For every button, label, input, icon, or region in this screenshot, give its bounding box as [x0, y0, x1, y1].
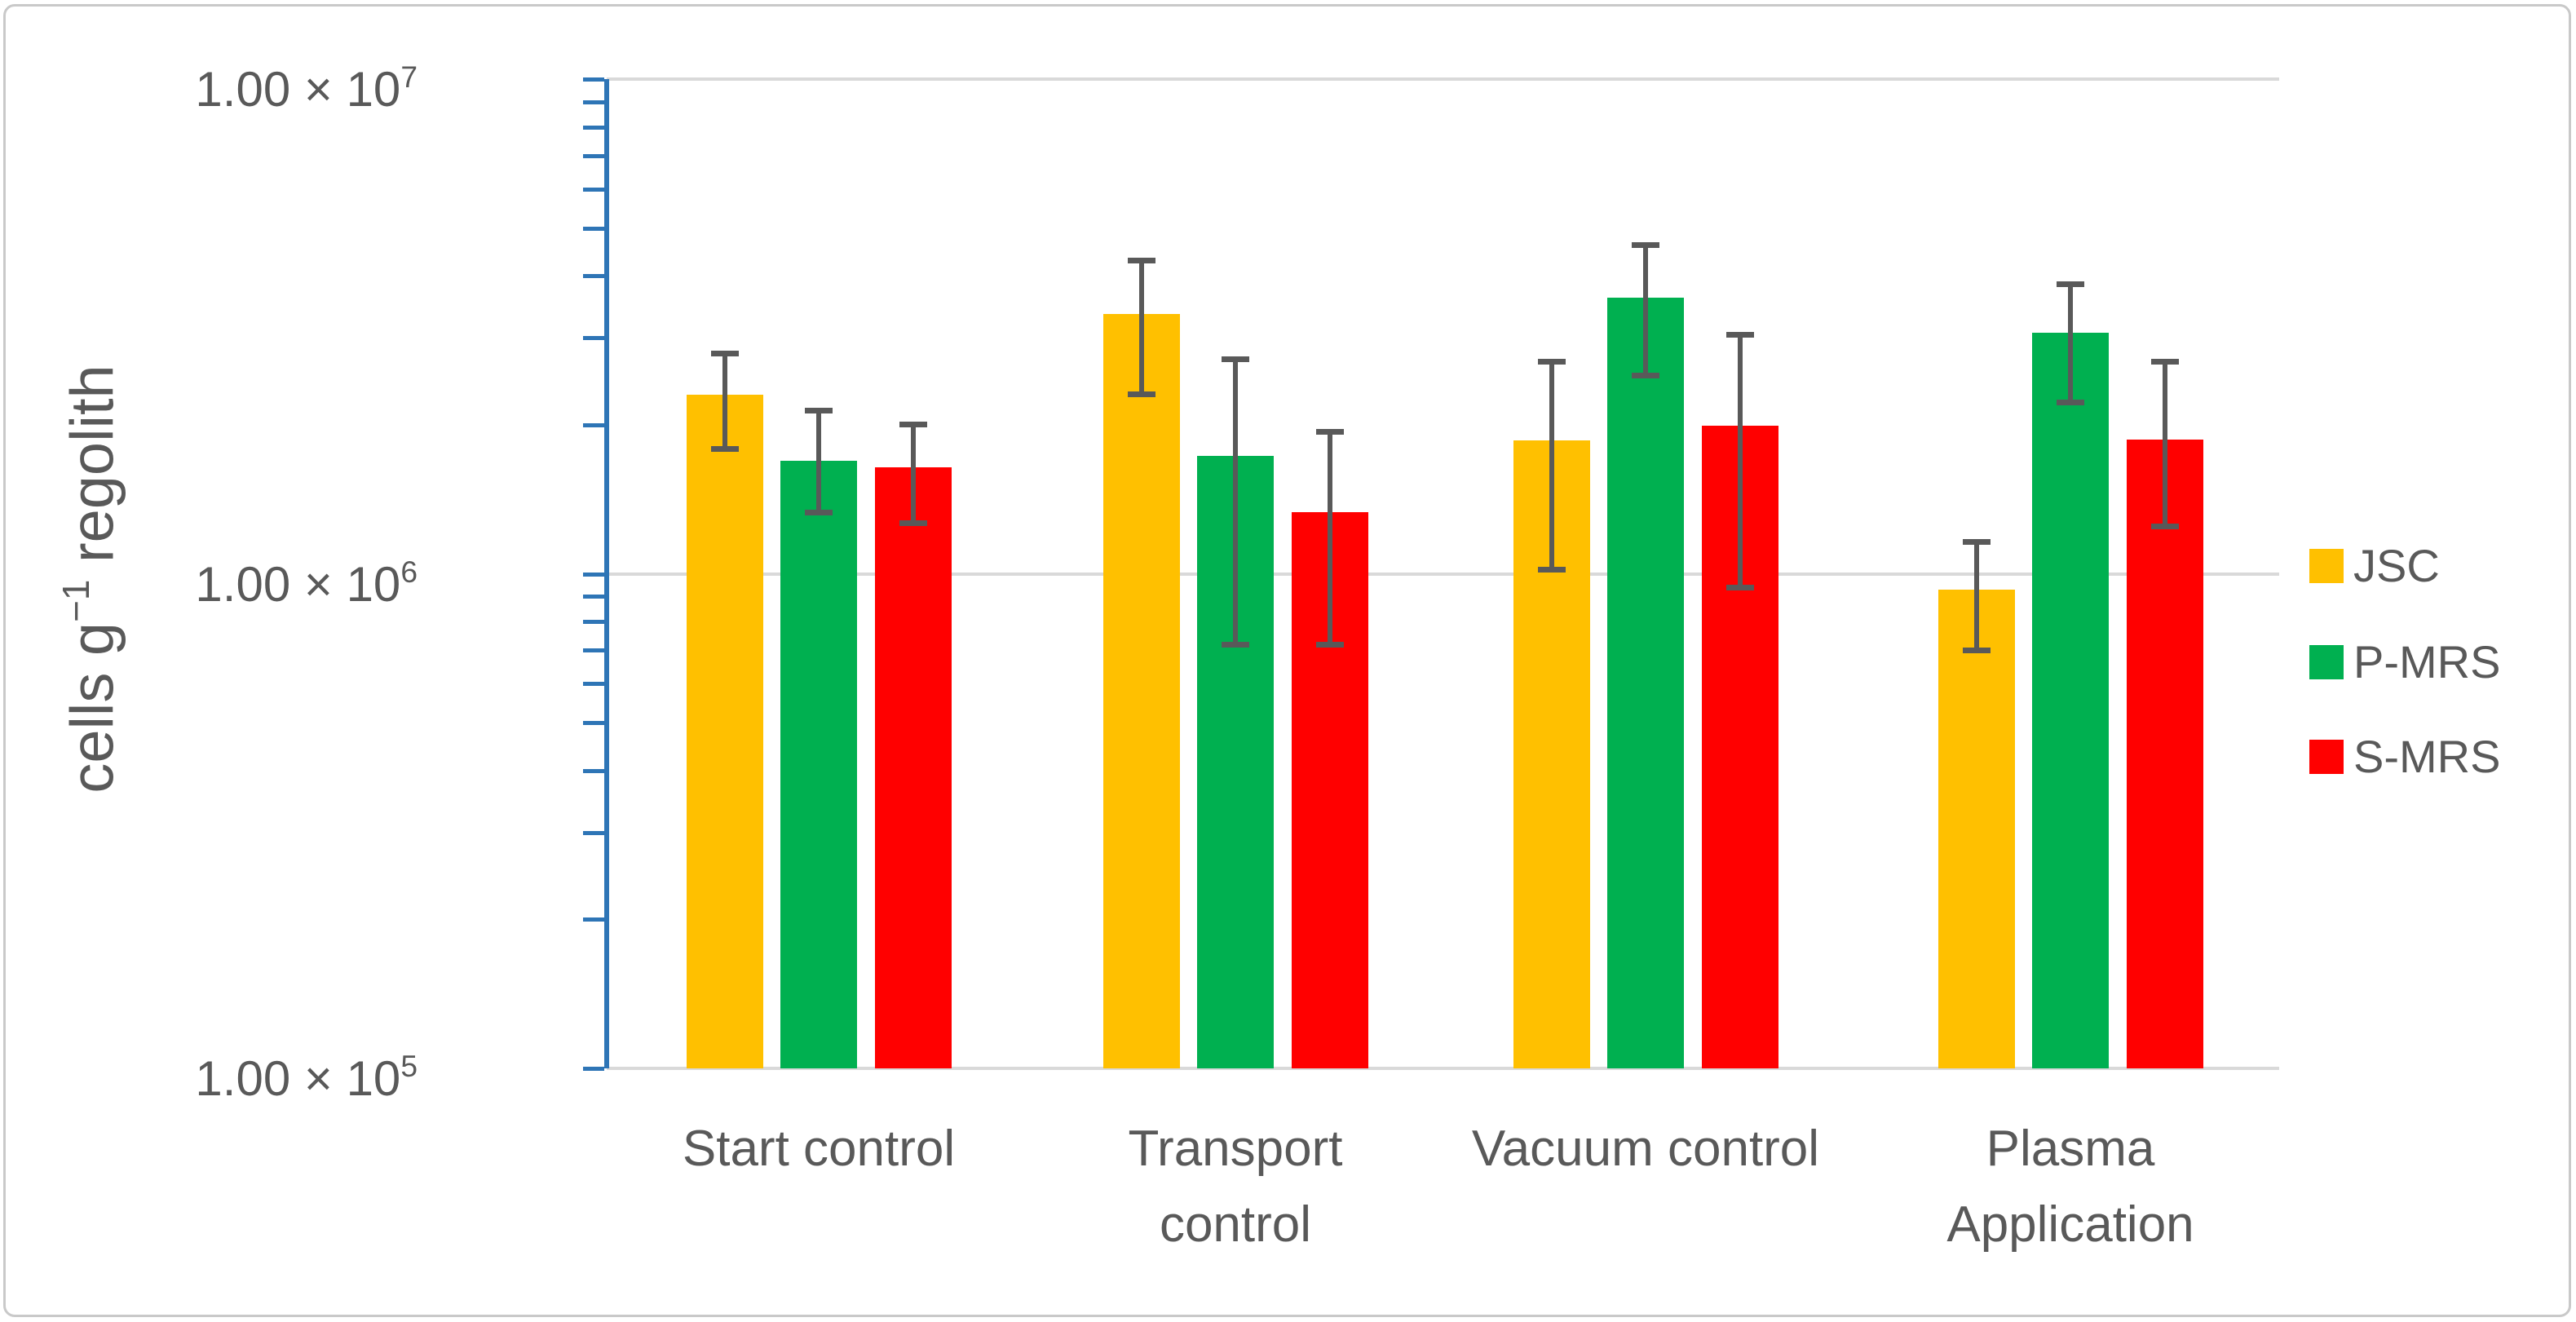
figure-border — [3, 4, 2571, 1317]
error-bar-cap-top — [1315, 428, 1344, 435]
tick-label-mantissa: 1.00 × 10 — [195, 62, 401, 117]
category-label-line: control — [1159, 1196, 1312, 1253]
bar-s-mrs-4 — [2126, 439, 2203, 1068]
y-axis-tick — [583, 1067, 604, 1071]
error-bar-line — [1549, 360, 1554, 570]
error-bar-line — [1327, 431, 1332, 645]
category-label: Transport control — [983, 1111, 1488, 1262]
error-bar-cap-bottom — [805, 510, 833, 516]
bar-s-mrs-1 — [874, 467, 952, 1068]
error-bar-line — [1233, 358, 1238, 645]
error-bar-cap-top — [2150, 358, 2179, 365]
error-bar-cap-top — [2057, 281, 2084, 287]
error-bar-cap-bottom — [2057, 400, 2084, 406]
y-axis-tick — [583, 830, 604, 835]
error-bar-cap-bottom — [1632, 373, 1659, 379]
y-axis-tick — [583, 422, 604, 427]
category-label-line: Transport — [1128, 1121, 1343, 1177]
error-bar-cap-top — [1537, 358, 1566, 365]
tick-label-exponent: 5 — [400, 1049, 418, 1083]
category-label-line: Vacuum control — [1471, 1121, 1820, 1177]
legend-item-p-mrs: P-MRS — [2309, 639, 2500, 685]
tick-label-mantissa: 1.00 × 10 — [195, 1051, 401, 1106]
category-label-line: Application — [1946, 1196, 2194, 1253]
category-label: Start control — [566, 1111, 1071, 1187]
y-axis-tick — [583, 682, 604, 687]
error-bar-cap-bottom — [1962, 648, 1991, 654]
legend-swatch-p-mrs — [2309, 645, 2344, 679]
error-bar-cap-top — [899, 421, 927, 427]
bar-p-mrs-4 — [2032, 333, 2109, 1068]
error-bar-cap-bottom — [1725, 584, 1754, 590]
gridline — [607, 1067, 2279, 1070]
error-bar-line — [1973, 542, 1979, 651]
error-bar-line — [722, 353, 727, 449]
error-bar-cap-top — [710, 351, 739, 357]
legend-label-s-mrs: S-MRS — [2353, 731, 2501, 782]
legend-label-jsc: JSC — [2353, 540, 2440, 591]
error-bar-cap-bottom — [1537, 567, 1566, 573]
y-axis-tick — [583, 274, 604, 279]
y-axis-tick-label: 1.00 × 107 — [42, 49, 418, 119]
y-axis-tick — [583, 721, 604, 726]
y-axis-title-text: cells g — [58, 621, 126, 794]
error-bar-line — [1737, 334, 1743, 587]
y-axis-tick — [583, 917, 604, 922]
error-bar-line — [910, 423, 916, 523]
bar-jsc-2 — [1102, 314, 1180, 1068]
y-axis-tick — [583, 226, 604, 231]
legend-swatch-jsc — [2309, 549, 2344, 583]
error-bar-line — [1138, 259, 1144, 394]
y-axis-line — [604, 79, 609, 1068]
error-bar-cap-bottom — [710, 446, 739, 453]
error-bar-cap-top — [1222, 356, 1249, 362]
tick-label-mantissa: 1.00 × 10 — [195, 556, 401, 612]
error-bar-cap-top — [1725, 331, 1754, 338]
y-axis-tick-label: 1.00 × 105 — [42, 1038, 418, 1108]
category-label-line: Start control — [682, 1121, 956, 1177]
error-bar-cap-bottom — [899, 520, 927, 526]
y-axis-tick — [583, 620, 604, 625]
y-axis-tick — [583, 648, 604, 653]
legend-item-s-mrs: S-MRS — [2309, 734, 2500, 780]
error-bar-cap-bottom — [2150, 523, 2179, 529]
tick-label-exponent: 7 — [400, 60, 418, 94]
bar-jsc-4 — [1938, 589, 2015, 1068]
legend-swatch-s-mrs — [2309, 740, 2344, 774]
gridline — [607, 77, 2279, 81]
bar-p-mrs-3 — [1607, 298, 1684, 1068]
bar-p-mrs-1 — [780, 461, 857, 1068]
y-axis-tick — [583, 595, 604, 599]
y-axis-tick-label: 1.00 × 106 — [42, 544, 418, 614]
category-label: Vacuum control — [1393, 1111, 1898, 1187]
y-axis-tick — [583, 187, 604, 192]
y-axis-tick — [583, 336, 604, 341]
legend-item-jsc: JSC — [2309, 543, 2440, 589]
y-axis-tick — [583, 153, 604, 158]
error-bar-cap-top — [1962, 539, 1991, 546]
error-bar-cap-top — [1127, 257, 1155, 263]
category-label: Plasma Application — [1818, 1111, 2323, 1262]
gridline — [607, 572, 2279, 576]
error-bar-cap-bottom — [1315, 642, 1344, 648]
y-axis-tick — [583, 125, 604, 130]
tick-label-exponent: 6 — [400, 554, 418, 589]
error-bar-line — [2162, 360, 2167, 526]
category-label-line: Plasma — [1986, 1121, 2155, 1177]
error-bar-cap-bottom — [1222, 642, 1249, 648]
error-bar-cap-top — [805, 408, 833, 414]
error-bar-line — [2068, 283, 2073, 403]
y-axis-tick — [583, 99, 604, 104]
error-bar-line — [1643, 244, 1648, 376]
y-axis-tick — [583, 77, 604, 82]
legend-label-p-mrs: P-MRS — [2353, 636, 2501, 688]
y-axis-tick — [583, 572, 604, 577]
bar-jsc-1 — [686, 395, 763, 1068]
y-axis-tick — [583, 768, 604, 773]
error-bar-cap-top — [1632, 241, 1659, 248]
error-bar-line — [816, 410, 821, 513]
error-bar-cap-bottom — [1127, 391, 1155, 397]
